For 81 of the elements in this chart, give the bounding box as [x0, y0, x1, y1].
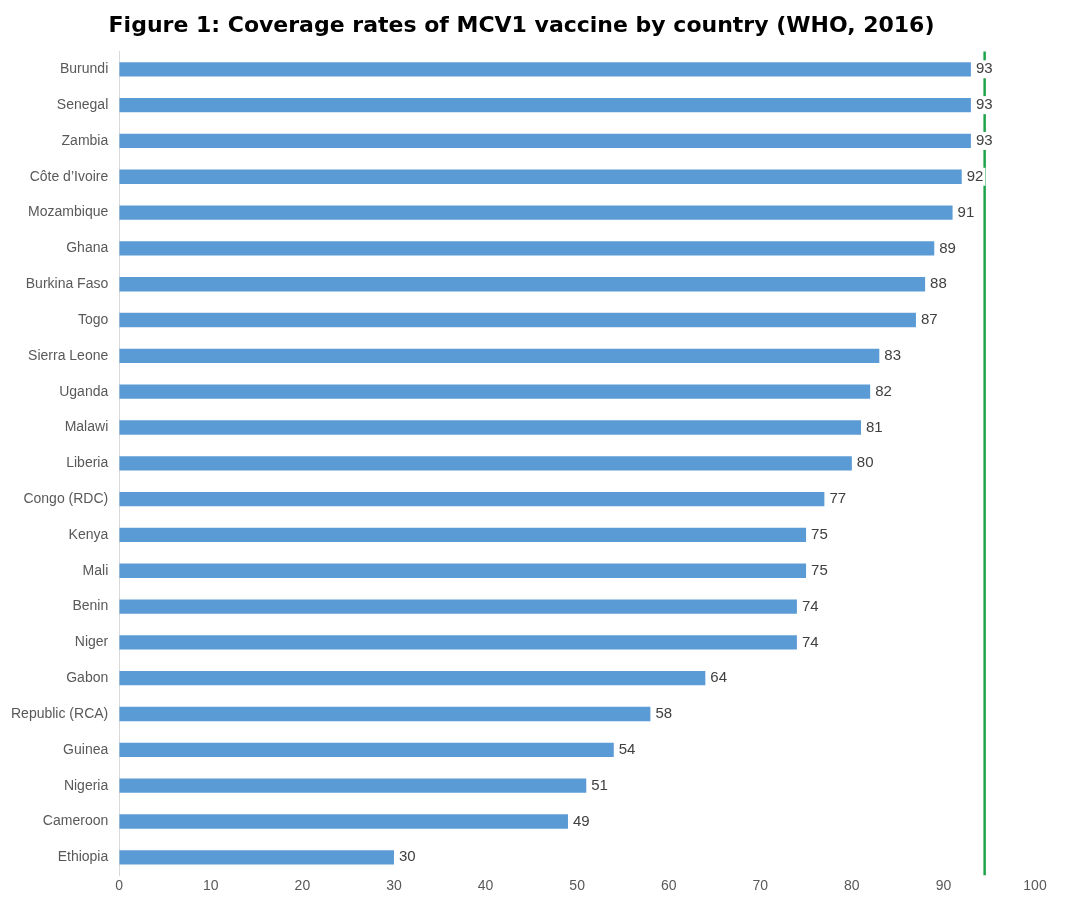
bar — [119, 348, 880, 364]
x-tick-label: 90 — [935, 877, 952, 894]
x-tick-label: 10 — [203, 877, 219, 894]
bar — [119, 527, 807, 543]
data-label: 93 — [975, 131, 993, 149]
bar — [119, 456, 852, 471]
y-tick-label: Kenya — [68, 525, 109, 542]
x-tick-label: 40 — [477, 877, 494, 894]
y-tick-label: Nigeria — [63, 776, 109, 793]
data-label: 87 — [920, 310, 938, 328]
data-label: 58 — [655, 704, 673, 722]
chart-title: Figure 1: Coverage rates of MCV1 vaccine by country (WHO, 2016) — [108, 11, 935, 37]
data-label: 54 — [618, 739, 636, 757]
data-label: 75 — [811, 525, 828, 543]
data-label: 51 — [591, 775, 608, 793]
y-tick-label: Mali — [82, 561, 109, 578]
bar — [119, 599, 797, 614]
data-label: 77 — [829, 489, 847, 507]
x-tick-label: 70 — [752, 877, 769, 894]
data-label: 75 — [811, 560, 828, 578]
y-tick-label: Congo (RDC) — [23, 489, 109, 506]
data-label: 83 — [884, 345, 902, 363]
bar — [119, 671, 706, 686]
x-tick-label: 20 — [294, 877, 311, 894]
x-tick-label: 100 — [1023, 877, 1047, 894]
data-label: 88 — [930, 274, 947, 292]
y-tick-label: Guinea — [63, 740, 109, 757]
data-label: 74 — [801, 632, 819, 650]
bar — [119, 62, 971, 77]
y-tick-label: Malawi — [64, 418, 109, 435]
bar — [119, 814, 568, 829]
y-tick-label: Benin — [72, 597, 109, 614]
x-tick-label: 30 — [386, 877, 402, 894]
bar — [119, 420, 862, 435]
x-tick-label: 50 — [569, 877, 586, 894]
bar — [119, 277, 926, 292]
y-tick-label: Mozambique — [28, 203, 109, 220]
bar — [119, 563, 807, 578]
y-tick-label: Ghana — [66, 239, 109, 256]
data-label: 91 — [957, 202, 975, 220]
data-label: 82 — [875, 381, 892, 399]
data-label: 81 — [866, 417, 883, 435]
bar — [119, 850, 394, 865]
bar — [119, 742, 614, 757]
y-tick-label: Ethiopia — [57, 848, 109, 865]
data-label: 74 — [801, 596, 819, 614]
y-tick-label: Cameroon — [42, 812, 109, 829]
data-label: 93 — [975, 59, 993, 77]
bar — [119, 635, 797, 650]
bar — [119, 778, 587, 793]
bar — [119, 241, 935, 256]
bar — [119, 169, 962, 184]
data-label: 89 — [939, 238, 956, 256]
y-tick-label: Togo — [77, 310, 109, 327]
data-label: 80 — [856, 453, 874, 471]
data-label: 30 — [398, 847, 416, 865]
y-tick-label: Burundi — [59, 60, 109, 77]
y-tick-label: Zambia — [61, 131, 109, 148]
bar — [119, 133, 971, 149]
y-tick-label: Uganda — [59, 382, 109, 399]
data-label: 64 — [710, 668, 728, 686]
data-label: 49 — [572, 811, 590, 829]
bar — [119, 706, 651, 722]
bar — [119, 491, 825, 507]
y-tick-label: Senegal — [56, 95, 109, 112]
bar — [119, 312, 916, 328]
y-tick-label: Côte d’Ivoire — [29, 167, 109, 184]
data-label: 93 — [975, 95, 993, 113]
bar — [119, 97, 971, 113]
y-tick-label: Sierra Leone — [28, 346, 109, 363]
y-tick-label: Republic (RCA) — [11, 704, 109, 721]
y-tick-label: Burkina Faso — [25, 275, 109, 292]
bar — [119, 205, 953, 220]
x-tick-label: 0 — [115, 877, 124, 894]
y-tick-label: Liberia — [66, 454, 109, 471]
x-tick-label: 80 — [844, 877, 860, 894]
x-tick-label: 60 — [660, 877, 677, 894]
y-tick-label: Gabon — [66, 669, 109, 686]
bar — [119, 384, 871, 399]
y-tick-label: Niger — [74, 633, 109, 650]
data-label: 92 — [966, 166, 984, 184]
